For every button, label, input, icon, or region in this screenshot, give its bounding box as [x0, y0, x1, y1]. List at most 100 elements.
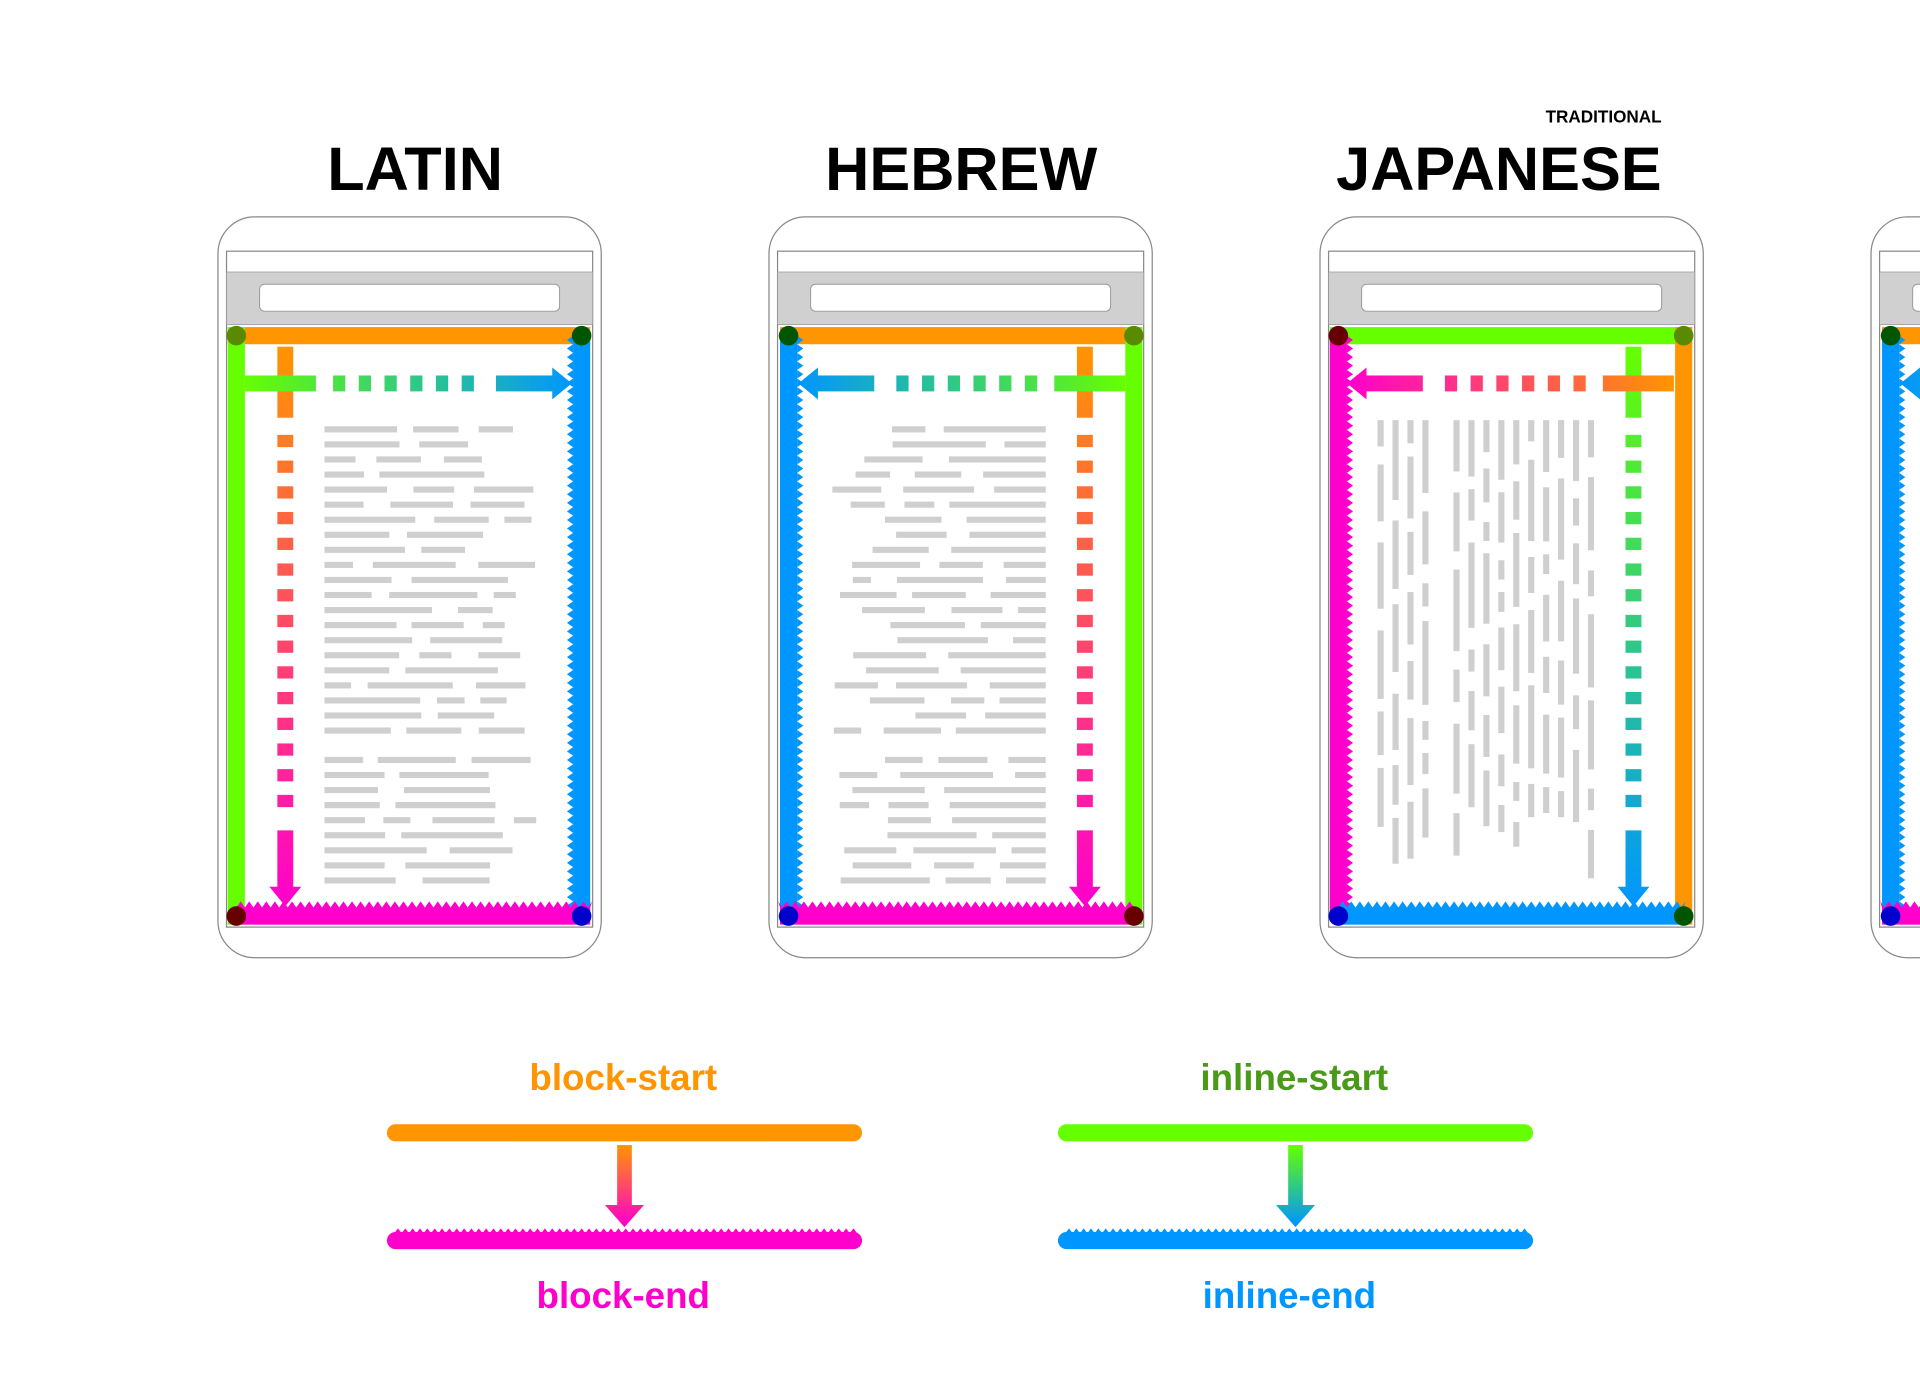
text-line [473, 486, 534, 493]
bar-teeth [394, 1228, 858, 1234]
text-line [852, 787, 925, 794]
corner-dot [1124, 325, 1144, 346]
text-column [1513, 821, 1520, 847]
text-line [912, 591, 966, 599]
phone-latin [217, 216, 602, 959]
text-line [852, 576, 871, 584]
text-column [1572, 498, 1580, 526]
text-column [1422, 721, 1429, 740]
arrow-dash [1076, 512, 1093, 525]
text-line [421, 546, 465, 553]
arrow-dash [1024, 375, 1038, 392]
text-line [513, 817, 537, 824]
text-column [1513, 624, 1520, 692]
inline-end-edge-teeth [797, 335, 804, 917]
arrow-head-icon [1068, 886, 1101, 907]
text-column [1513, 782, 1520, 801]
text-column [1528, 556, 1535, 594]
text-line [324, 441, 400, 448]
text-column [1513, 532, 1520, 607]
arrow-dash [410, 375, 423, 392]
text-column [1422, 420, 1429, 494]
arrow-dash [1076, 666, 1093, 679]
text-column [1498, 592, 1505, 612]
arrow-dash [1076, 794, 1093, 808]
arrow-dash [922, 375, 935, 392]
text-line [422, 877, 490, 884]
arrow-solid-start [244, 375, 316, 392]
text-line [413, 426, 459, 433]
title-hebrew: HEBREW [825, 135, 1097, 203]
text-column [1392, 817, 1399, 864]
text-column [1572, 420, 1580, 482]
text-line [324, 862, 385, 869]
text-column [1498, 805, 1505, 833]
text-line [832, 486, 882, 493]
text-line [866, 667, 939, 674]
text-line [945, 877, 991, 884]
text-column [1543, 656, 1550, 693]
text-column [1392, 765, 1399, 805]
text-column [1483, 644, 1490, 697]
arrow-dash [277, 794, 294, 808]
block-end-edge-strip [780, 907, 1134, 925]
arrow-dash [384, 375, 397, 392]
address-bar [1361, 283, 1663, 312]
arrow-dash [1625, 589, 1642, 602]
text-line [478, 426, 513, 433]
legend-inline: inline-start inline-end [1057, 1057, 1534, 1316]
arrow-dash [1076, 563, 1093, 576]
text-line [913, 847, 996, 854]
corner-dot [226, 906, 247, 926]
block-end-edge-strip [236, 907, 591, 925]
inline-end-edge [780, 335, 804, 917]
arrow-solid-end [1364, 375, 1423, 392]
arrow-dash [1625, 537, 1642, 550]
arrow-dash [1076, 460, 1093, 473]
arrow-dash [277, 666, 294, 679]
text-line [478, 727, 525, 734]
text-line [383, 817, 411, 824]
text-line [864, 456, 923, 463]
text-line [432, 817, 495, 824]
legend-inline-start-bar [1057, 1124, 1534, 1142]
arrow-dash [1076, 537, 1093, 550]
text-line [419, 652, 452, 659]
text-column [1543, 487, 1550, 542]
arrow-solid-end [495, 375, 555, 392]
arrow-dash [277, 589, 294, 602]
text-line [980, 622, 1046, 629]
legend-inline-end-bar [1057, 1228, 1534, 1250]
text-line [966, 516, 1046, 523]
text-line [992, 832, 1046, 839]
arrow-dash [1076, 769, 1093, 782]
text-line [478, 561, 536, 568]
text-line [840, 591, 897, 599]
text-line [471, 756, 531, 764]
text-line [1004, 441, 1046, 448]
text-line [884, 756, 923, 764]
arrow-head-icon [1346, 367, 1367, 400]
arrow-dash [333, 375, 346, 392]
text-line [324, 471, 365, 478]
text-lines [324, 426, 537, 884]
text-line [324, 877, 396, 884]
text-line [850, 501, 885, 508]
text-column [1528, 420, 1535, 442]
text-line [390, 501, 454, 508]
text-line [883, 727, 941, 734]
text-line [413, 486, 455, 493]
text-column [1558, 420, 1565, 458]
text-column [1587, 614, 1595, 688]
text-line [834, 682, 878, 689]
text-line [852, 862, 912, 869]
address-bar [810, 283, 1112, 312]
corner-dot [1124, 906, 1144, 926]
text-column [1483, 420, 1490, 453]
text-column [1498, 754, 1505, 787]
text-column [1422, 752, 1429, 775]
text-column [1377, 420, 1384, 447]
text-line [904, 501, 935, 508]
text-line [1005, 877, 1046, 884]
